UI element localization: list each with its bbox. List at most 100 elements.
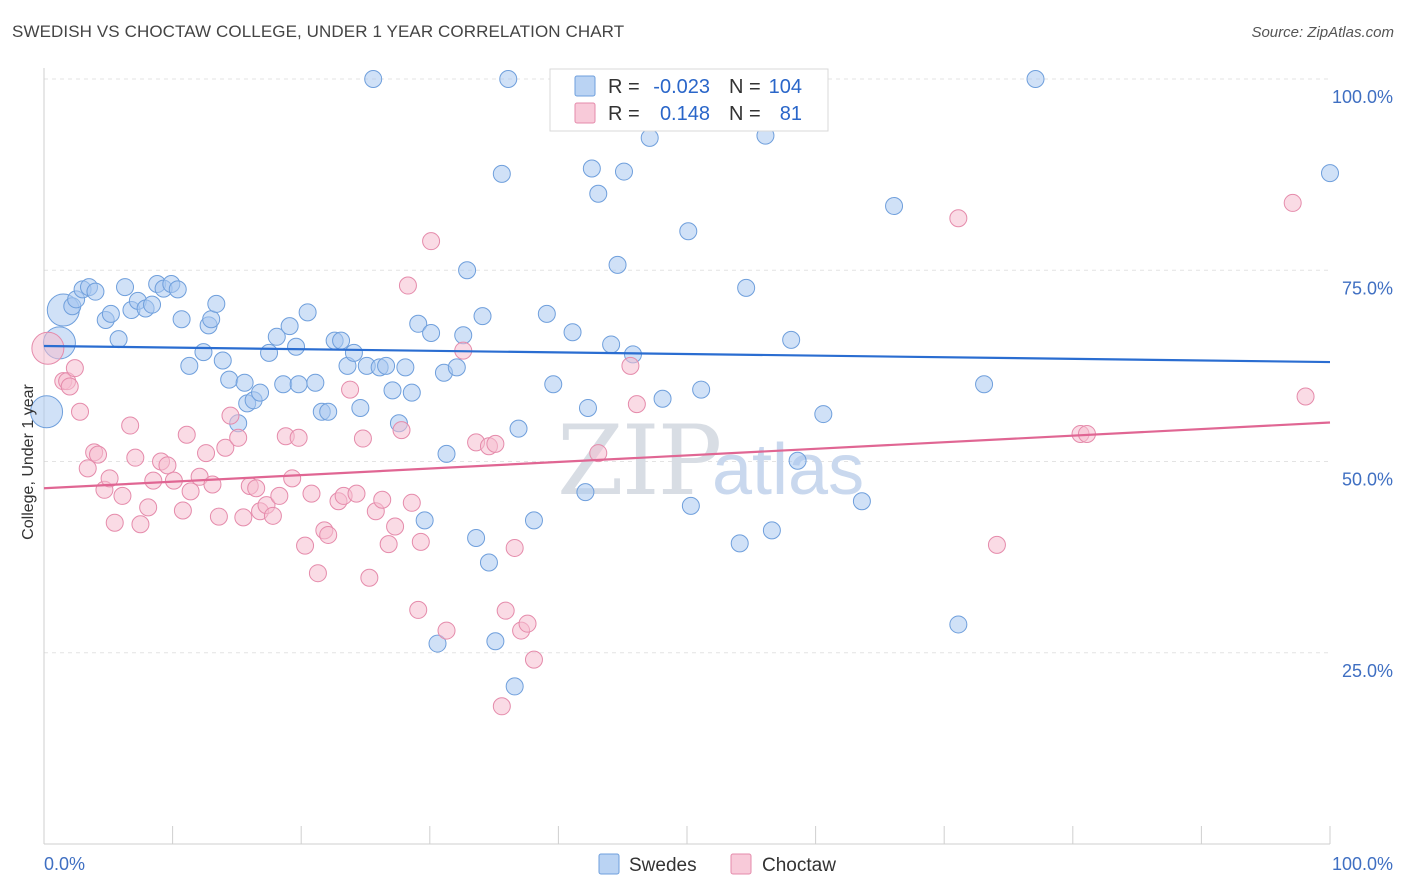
point-swedes [213,351,232,370]
point-swedes [30,395,64,429]
point-choctaw [234,508,253,527]
point-swedes [402,383,421,402]
point-choctaw [1296,387,1315,406]
point-swedes [614,162,633,181]
bottom-legend-label-choctaw: Choctaw [762,855,836,876]
point-choctaw [139,498,158,517]
bottom-legend-swatch-swedes [598,853,620,875]
point-choctaw [386,517,405,536]
point-choctaw [144,471,163,490]
point-swedes [949,615,968,634]
point-swedes [544,375,563,394]
point-swedes [679,222,698,241]
point-choctaw [71,402,90,421]
y-tick-label: 50.0% [1342,470,1393,490]
point-choctaw [437,621,456,640]
point-swedes [582,159,601,178]
y-tick-labels: 25.0% 50.0% 75.0% 100.0% [1332,87,1393,681]
point-swedes [180,356,199,375]
point-swedes [377,356,396,375]
point-choctaw [486,434,505,453]
point-choctaw [505,538,524,557]
point-swedes [332,331,351,350]
series-legend: Swedes Choctaw [598,853,836,876]
data-points [30,70,1339,716]
point-swedes [1321,164,1339,183]
point-swedes [274,375,293,394]
point-swedes [168,280,187,299]
watermark-atlas: atlas [712,430,864,510]
chart-title: SWEDISH VS CHOCTAW COLLEGE, UNDER 1 YEAR… [12,22,625,41]
point-choctaw [216,438,235,457]
point-swedes [537,304,556,323]
x-tick-labels: 0.0% 100.0% [44,854,1393,874]
point-choctaw [341,380,360,399]
x-tick-label-min: 0.0% [44,854,85,874]
legend-swatch-choctaw [574,102,596,124]
y-axis-title: College, Under 1 year [20,384,37,540]
point-swedes [486,632,505,651]
point-swedes [509,419,528,438]
point-choctaw [173,501,192,520]
y-tick-label: 75.0% [1342,278,1393,298]
point-swedes [194,343,213,362]
point-choctaw [319,525,338,544]
point-choctaw [263,506,282,525]
point-choctaw [353,429,372,448]
point-choctaw [373,490,392,509]
point-swedes [437,444,456,463]
watermark: ZIP atlas [557,405,864,517]
point-swedes [260,343,279,362]
point-swedes [422,323,441,342]
point-choctaw [409,600,428,619]
point-choctaw [621,356,640,375]
point-swedes [280,317,299,336]
point-swedes [109,330,128,349]
point-choctaw [296,536,315,555]
legend-n-value-2: 81 [780,103,802,125]
source-label: Source: ZipAtlas.com [1251,24,1394,41]
point-choctaw [402,493,421,512]
trend-lines [43,344,1331,490]
point-swedes [730,534,749,553]
point-swedes [428,634,447,653]
point-choctaw [496,601,515,620]
point-swedes [576,483,595,502]
point-swedes [364,70,383,88]
point-swedes [267,327,286,346]
point-swedes [116,278,135,297]
point-swedes [975,375,994,394]
point-swedes [473,307,492,326]
point-swedes [762,521,781,540]
point-choctaw [422,232,441,251]
point-swedes [782,330,801,349]
point-swedes [458,261,477,280]
point-swedes [737,278,756,297]
point-swedes [101,304,120,323]
point-swedes [505,677,524,696]
point-choctaw [392,421,411,440]
grid-lines [44,78,1330,654]
point-choctaw [126,448,145,467]
point-swedes [524,511,543,530]
point-swedes [220,370,239,389]
trend-line-choctaw [43,421,1331,490]
point-swedes [409,314,428,333]
point-swedes [319,402,338,421]
point-choctaw [411,532,430,551]
point-choctaw [589,444,608,463]
legend-swatch-swedes [574,75,596,97]
point-choctaw [121,416,140,435]
point-swedes [298,303,317,322]
point-swedes [344,343,363,362]
point-choctaw [302,484,321,503]
point-choctaw [987,535,1006,554]
y-tick-label: 100.0% [1332,87,1393,107]
point-swedes [143,295,162,314]
point-swedes [814,405,833,424]
point-swedes [396,358,415,377]
point-swedes [578,398,597,417]
point-choctaw [177,425,196,444]
y-tick-label: 25.0% [1342,661,1393,681]
